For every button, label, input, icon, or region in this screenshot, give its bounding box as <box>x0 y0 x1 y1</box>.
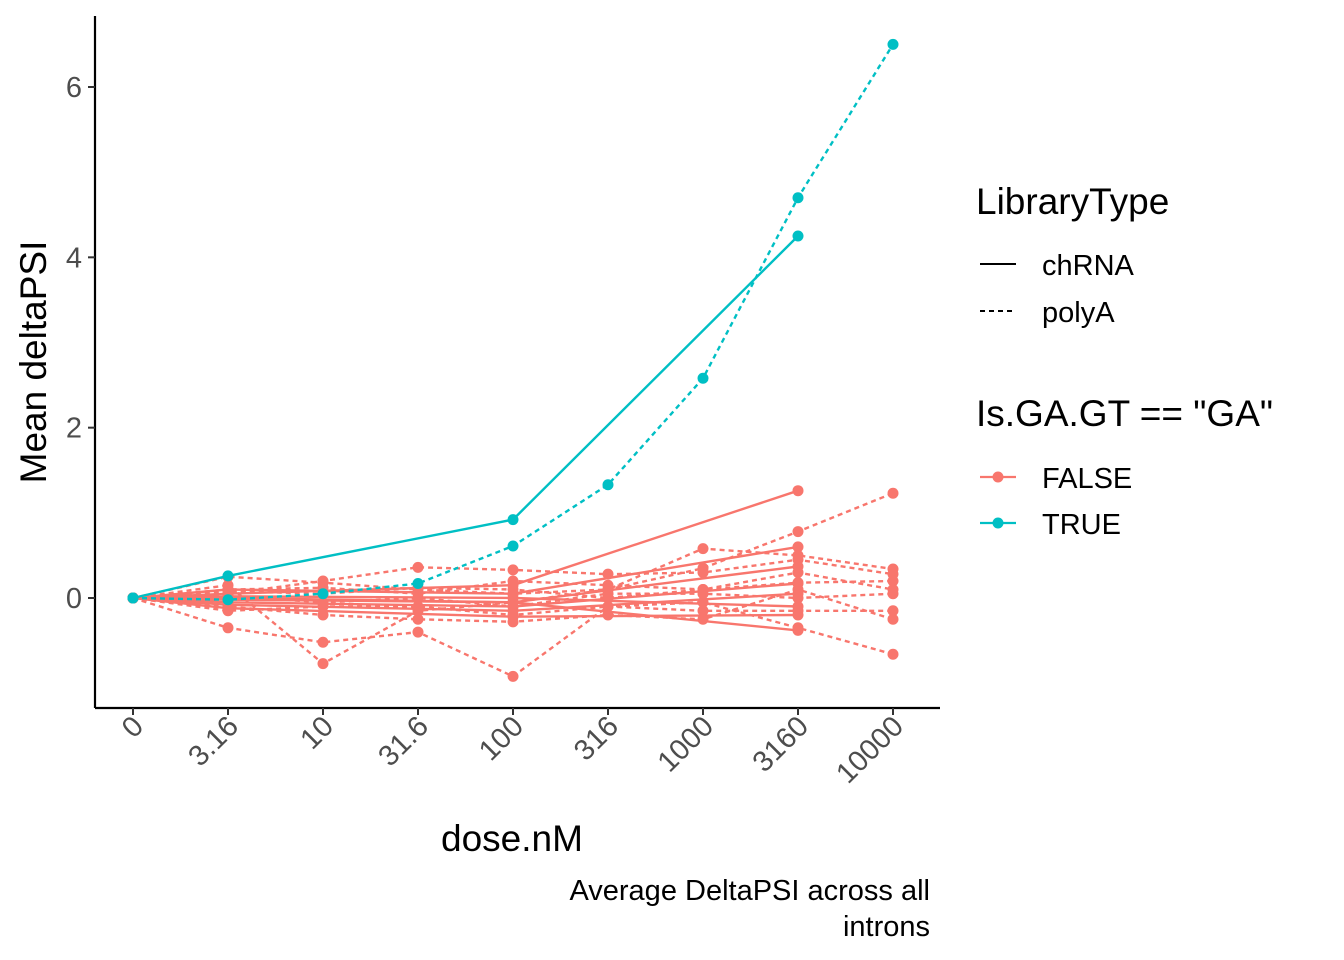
data-point <box>792 541 804 553</box>
data-point <box>697 605 709 617</box>
series-true-polya <box>127 38 899 606</box>
caption-line-2: introns <box>843 911 930 943</box>
data-point <box>697 543 709 555</box>
data-point <box>507 601 519 613</box>
y-tick-label: 0 <box>66 583 82 615</box>
legend-label-chrna: chRNA <box>1042 250 1135 282</box>
data-point <box>792 592 804 604</box>
y-tick-label: 4 <box>66 242 82 274</box>
series-line <box>132 489 799 600</box>
y-tick-label: 2 <box>66 413 82 445</box>
series-line <box>132 582 799 608</box>
series-false-polya <box>127 566 899 604</box>
data-point <box>602 592 614 604</box>
data-point <box>602 479 614 491</box>
data-point <box>697 566 709 578</box>
data-point <box>317 636 329 648</box>
data-point <box>792 192 804 204</box>
series-layer <box>127 38 899 682</box>
data-point <box>697 613 709 625</box>
data-point <box>412 578 424 590</box>
data-point <box>792 230 804 242</box>
data-point <box>887 575 899 587</box>
legend-label-false: FALSE <box>1042 463 1132 495</box>
data-point <box>317 609 329 621</box>
data-point <box>412 601 424 613</box>
data-point <box>507 583 519 595</box>
data-point <box>222 585 234 597</box>
data-point <box>792 526 804 538</box>
legend-librarytype: LibraryType chRNA polyA <box>976 181 1169 329</box>
x-tick-label: 3.16 <box>182 710 245 773</box>
x-tick-label: 3160 <box>747 710 815 778</box>
data-point <box>602 568 614 580</box>
legend-key-true-point <box>992 517 1004 529</box>
data-point <box>507 540 519 552</box>
axes <box>93 16 940 710</box>
data-point <box>412 561 424 573</box>
data-point <box>127 592 139 604</box>
legend-isga: Is.GA.GT == "GA" FALSE TRUE <box>976 393 1273 541</box>
data-point <box>697 372 709 384</box>
x-axis-title: dose.nM <box>441 818 583 859</box>
data-point <box>792 605 804 617</box>
data-point <box>792 485 804 497</box>
x-tick-label: 316 <box>568 710 625 767</box>
data-point <box>792 566 804 578</box>
data-point <box>222 594 234 606</box>
data-point <box>887 583 899 595</box>
data-point <box>317 588 329 600</box>
data-point <box>697 583 709 595</box>
data-point <box>792 554 804 566</box>
x-tick-label: 31.6 <box>372 710 435 773</box>
data-point <box>887 605 899 617</box>
legend-title-librarytype: LibraryType <box>976 181 1169 222</box>
data-point <box>317 601 329 613</box>
data-point <box>697 596 709 608</box>
data-point <box>602 601 614 613</box>
caption-line-1: Average DeltaPSI across all <box>569 875 930 907</box>
data-point <box>887 487 899 499</box>
y-axis-title: Mean deltaPSI <box>13 241 54 484</box>
series-line <box>132 235 799 600</box>
data-point <box>792 622 804 634</box>
data-point <box>222 570 234 582</box>
series-false-polya <box>127 592 899 621</box>
x-tick-label: 10000 <box>830 710 910 790</box>
y-ticks: 0 2 4 6 <box>66 72 95 615</box>
legend-title-isga: Is.GA.GT == "GA" <box>976 393 1273 434</box>
data-point <box>602 609 614 621</box>
data-point <box>222 605 234 617</box>
data-point <box>317 658 329 670</box>
data-point <box>887 648 899 660</box>
legend-key-false-point <box>992 471 1004 483</box>
data-point <box>412 626 424 638</box>
data-point <box>412 613 424 625</box>
data-point <box>887 38 899 50</box>
x-ticks: 0 3.16 10 31.6 100 316 1000 3160 10000 <box>116 708 910 790</box>
y-tick-label: 6 <box>66 72 82 104</box>
data-point <box>507 575 519 587</box>
data-point <box>412 592 424 604</box>
legend-label-true: TRUE <box>1042 509 1121 541</box>
legend-label-polya: polyA <box>1042 297 1115 329</box>
x-tick-label: 10 <box>295 710 340 755</box>
x-tick-label: 100 <box>473 710 530 767</box>
x-tick-label: 1000 <box>652 710 720 778</box>
data-point <box>602 579 614 591</box>
data-point <box>507 609 519 621</box>
data-point <box>792 583 804 595</box>
data-point <box>507 564 519 576</box>
data-point <box>887 613 899 625</box>
data-point <box>507 514 519 526</box>
x-tick-label: 0 <box>116 710 150 744</box>
data-point <box>222 622 234 634</box>
data-point <box>507 670 519 682</box>
